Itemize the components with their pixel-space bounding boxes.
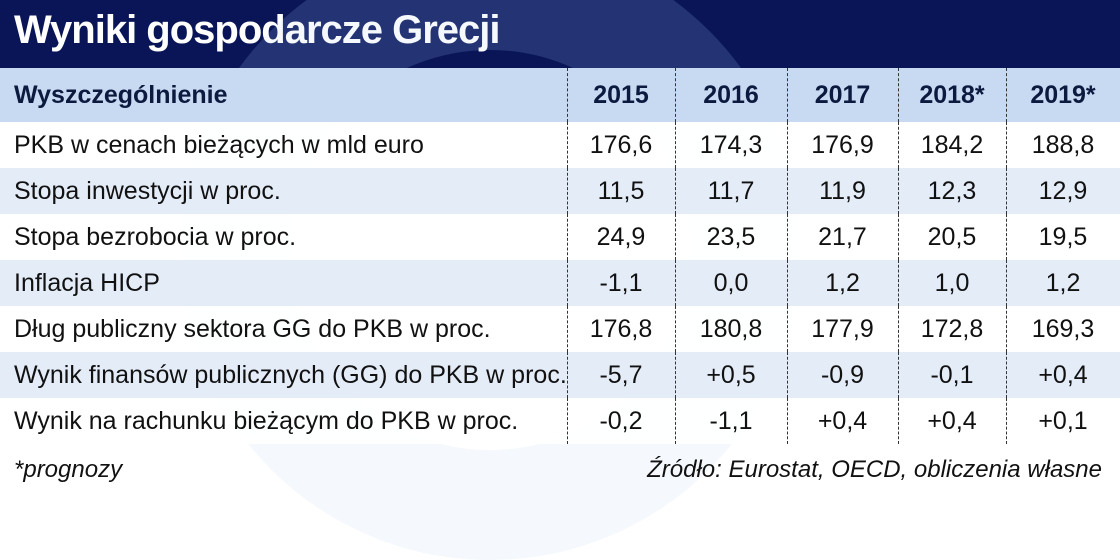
table-row: Stopa inwestycji w proc. 11,5 11,7 11,9 12,3…: [0, 168, 1120, 214]
table-cell: -1,1: [566, 260, 675, 306]
table-row: Wynik finansów publicznych (GG) do PKB w…: [0, 352, 1120, 398]
table-cell: 0,0: [674, 260, 787, 306]
table-cell: 176,9: [786, 122, 898, 168]
table-row: Stopa bezrobocia w proc. 24,9 23,5 21,7 20,5…: [0, 214, 1120, 260]
row-label: Wynik na rachunku bieżącym do PKB w proc…: [0, 398, 567, 444]
table-cell: -0,1: [897, 352, 1006, 398]
table-cell: -5,7: [566, 352, 675, 398]
column-header-year: 2017: [786, 68, 898, 122]
table-cell: 11,7: [674, 168, 787, 214]
table-cell: 1,2: [1005, 260, 1120, 306]
row-label: Inflacja HICP: [0, 260, 567, 306]
table-cell: -0,9: [786, 352, 898, 398]
table-cell: 180,8: [674, 306, 787, 352]
table-cell: 12,3: [897, 168, 1006, 214]
table-cell: 11,9: [786, 168, 898, 214]
table-cell: 19,5: [1005, 214, 1120, 260]
table-row: Dług publiczny sektora GG do PKB w proc.…: [0, 306, 1120, 352]
column-header-year: 2016: [674, 68, 787, 122]
source: Źródło: Eurostat, OECD, obliczenia własn…: [647, 456, 1102, 483]
data-table: Wyszczególnienie 2015 2016 2017 2018* 2019* P…: [0, 68, 1120, 444]
table-cell: 177,9: [786, 306, 898, 352]
table-cell: 20,5: [897, 214, 1006, 260]
table-cell: 169,3: [1005, 306, 1120, 352]
table-row: Wynik na rachunku bieżącym do PKB w proc…: [0, 398, 1120, 444]
row-label: Stopa bezrobocia w proc.: [0, 214, 567, 260]
table-cell: 24,9: [566, 214, 675, 260]
table-cell: 184,2: [897, 122, 1006, 168]
row-label: PKB w cenach bieżących w mld euro: [0, 122, 567, 168]
column-header-label: Wyszczególnienie: [0, 68, 567, 122]
table-cell: 21,7: [786, 214, 898, 260]
footnote: *prognozy: [14, 456, 123, 483]
table-cell: 1,2: [786, 260, 898, 306]
column-header-year: 2018*: [897, 68, 1006, 122]
table-cell: +0,4: [1005, 352, 1120, 398]
table-cell: 188,8: [1005, 122, 1120, 168]
table-cell: 176,6: [566, 122, 675, 168]
table-cell: +0,5: [674, 352, 787, 398]
table-cell: +0,1: [1005, 398, 1120, 444]
table-cell: +0,4: [786, 398, 898, 444]
column-header-year: 2015: [566, 68, 675, 122]
row-label: Wynik finansów publicznych (GG) do PKB w…: [0, 352, 567, 398]
table-cell: +0,4: [897, 398, 1006, 444]
row-label: Stopa inwestycji w proc.: [0, 168, 567, 214]
table-cell: 176,8: [566, 306, 675, 352]
header-row: Wyszczególnienie 2015 2016 2017 2018* 2019*: [0, 68, 1120, 122]
table-row: PKB w cenach bieżących w mld euro 176,6 17…: [0, 122, 1120, 168]
table-row: Inflacja HICP -1,1 0,0 1,2 1,0 1,2: [0, 260, 1120, 306]
column-header-year: 2019*: [1005, 68, 1120, 122]
table-cell: 1,0: [897, 260, 1006, 306]
row-label: Dług publiczny sektora GG do PKB w proc.: [0, 306, 567, 352]
table-cell: -1,1: [674, 398, 787, 444]
table-cell: 172,8: [897, 306, 1006, 352]
table-cell: 23,5: [674, 214, 787, 260]
table-cell: 174,3: [674, 122, 787, 168]
table-cell: 11,5: [566, 168, 675, 214]
table-cell: 12,9: [1005, 168, 1120, 214]
table-cell: -0,2: [566, 398, 675, 444]
